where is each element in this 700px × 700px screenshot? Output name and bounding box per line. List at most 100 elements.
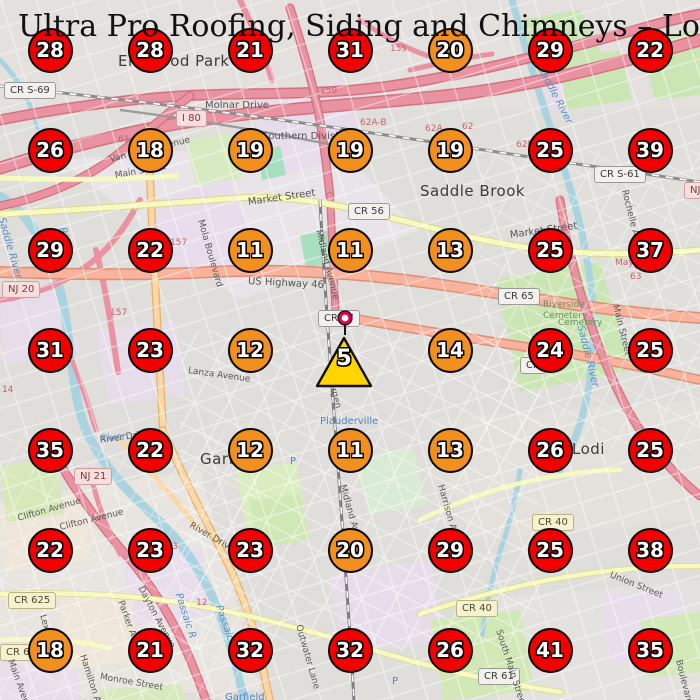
location-marker-value: 23 [236, 538, 264, 562]
location-marker[interactable]: 32 [327, 627, 373, 673]
location-marker[interactable]: 23 [227, 527, 273, 573]
location-marker[interactable]: 31 [327, 27, 373, 73]
location-marker[interactable]: 25 [527, 127, 573, 173]
location-marker-value: 32 [336, 638, 364, 662]
location-marker[interactable]: 29 [427, 527, 473, 573]
location-marker-value: 24 [536, 338, 564, 362]
location-marker-value: 25 [636, 338, 664, 362]
location-marker[interactable]: 13 [427, 227, 473, 273]
location-marker[interactable]: 13 [427, 427, 473, 473]
location-marker[interactable]: 28 [127, 27, 173, 73]
location-marker[interactable]: 22 [627, 27, 673, 73]
location-marker[interactable]: 20 [327, 527, 373, 573]
map-route-shield: CR 625 [8, 592, 57, 609]
location-marker[interactable]: 26 [27, 127, 73, 173]
map-route-shield: NJ 21 [74, 468, 113, 485]
location-marker-value: 22 [636, 38, 664, 62]
location-marker-value: 13 [436, 238, 464, 262]
location-marker[interactable]: 19 [327, 127, 373, 173]
location-marker-value: 20 [436, 38, 464, 62]
location-marker-value: 39 [636, 138, 664, 162]
location-marker-value: 21 [136, 638, 164, 662]
map-route-shield: NJ 17 [684, 182, 700, 199]
map-route-shield: CR 56 [348, 203, 390, 220]
location-marker[interactable]: 29 [527, 27, 573, 73]
map-route-shield: NJ 20 [2, 281, 41, 298]
location-marker-value: 31 [336, 38, 364, 62]
location-marker-value: 25 [536, 238, 564, 262]
location-marker[interactable]: 25 [627, 427, 673, 473]
location-marker[interactable]: 24 [527, 327, 573, 373]
location-marker-value: 11 [236, 238, 264, 262]
location-marker-value: 22 [36, 538, 64, 562]
location-marker[interactable]: 32 [227, 627, 273, 673]
location-marker-value: 22 [136, 238, 164, 262]
location-marker-value: 11 [336, 238, 364, 262]
location-marker[interactable]: 37 [627, 227, 673, 273]
location-marker[interactable]: 38 [627, 527, 673, 573]
location-marker-value: 38 [636, 538, 664, 562]
location-marker[interactable]: 26 [527, 427, 573, 473]
location-marker[interactable]: 19 [227, 127, 273, 173]
location-marker[interactable]: 31 [27, 327, 73, 373]
location-marker-value: 20 [336, 538, 364, 562]
location-marker-value: 26 [536, 438, 564, 462]
location-marker[interactable]: 28 [27, 27, 73, 73]
location-marker[interactable]: 20 [427, 27, 473, 73]
map-pin-icon [337, 310, 353, 335]
location-marker-value: 12 [236, 338, 264, 362]
location-marker[interactable]: 23 [127, 527, 173, 573]
location-marker-value: 23 [136, 538, 164, 562]
location-marker-value: 26 [436, 638, 464, 662]
location-marker-value: 14 [436, 338, 464, 362]
location-marker-value: 13 [436, 438, 464, 462]
location-marker[interactable]: 21 [227, 27, 273, 73]
location-marker[interactable]: 25 [527, 527, 573, 573]
location-marker-value: 35 [36, 438, 64, 462]
location-marker[interactable]: 35 [27, 427, 73, 473]
location-marker[interactable]: 25 [527, 227, 573, 273]
location-marker[interactable]: 39 [627, 127, 673, 173]
location-marker[interactable]: 11 [227, 227, 273, 273]
location-marker[interactable]: 41 [527, 627, 573, 673]
location-marker-value: 18 [36, 638, 64, 662]
location-marker-value: 35 [636, 638, 664, 662]
location-marker[interactable]: 18 [27, 627, 73, 673]
location-marker-value: 32 [236, 638, 264, 662]
location-marker-value: 11 [336, 438, 364, 462]
map-route-shield: I 80 [176, 110, 207, 127]
map-route-shield: CR 65 [498, 288, 540, 305]
location-marker[interactable]: 29 [27, 227, 73, 273]
location-marker[interactable]: 22 [27, 527, 73, 573]
selected-location-value: 5 [336, 346, 352, 371]
location-marker-value: 25 [636, 438, 664, 462]
location-marker-value: 19 [436, 138, 464, 162]
location-marker[interactable]: 11 [327, 427, 373, 473]
location-marker-value: 25 [536, 138, 564, 162]
map-route-shield: CR S-69 [4, 82, 56, 99]
warning-triangle-icon [315, 336, 373, 388]
location-marker[interactable]: 22 [127, 227, 173, 273]
location-marker[interactable]: 18 [127, 127, 173, 173]
location-marker[interactable]: 26 [427, 627, 473, 673]
selected-location-marker[interactable]: 5 [315, 310, 375, 390]
location-marker-value: 29 [36, 238, 64, 262]
location-marker[interactable]: 22 [127, 427, 173, 473]
location-marker[interactable]: 12 [227, 327, 273, 373]
location-marker[interactable]: 21 [127, 627, 173, 673]
location-marker-value: 28 [136, 38, 164, 62]
location-marker[interactable]: 12 [227, 427, 273, 473]
location-marker[interactable]: 19 [427, 127, 473, 173]
location-marker-value: 41 [536, 638, 564, 662]
map-route-shield: CR 40 [456, 600, 498, 617]
location-marker-value: 22 [136, 438, 164, 462]
location-marker[interactable]: 11 [327, 227, 373, 273]
location-marker[interactable]: 23 [127, 327, 173, 373]
location-marker-value: 26 [36, 138, 64, 162]
location-marker[interactable]: 25 [627, 327, 673, 373]
location-marker[interactable]: 14 [427, 327, 473, 373]
location-marker-value: 25 [536, 538, 564, 562]
location-marker-value: 29 [536, 38, 564, 62]
location-marker[interactable]: 35 [627, 627, 673, 673]
